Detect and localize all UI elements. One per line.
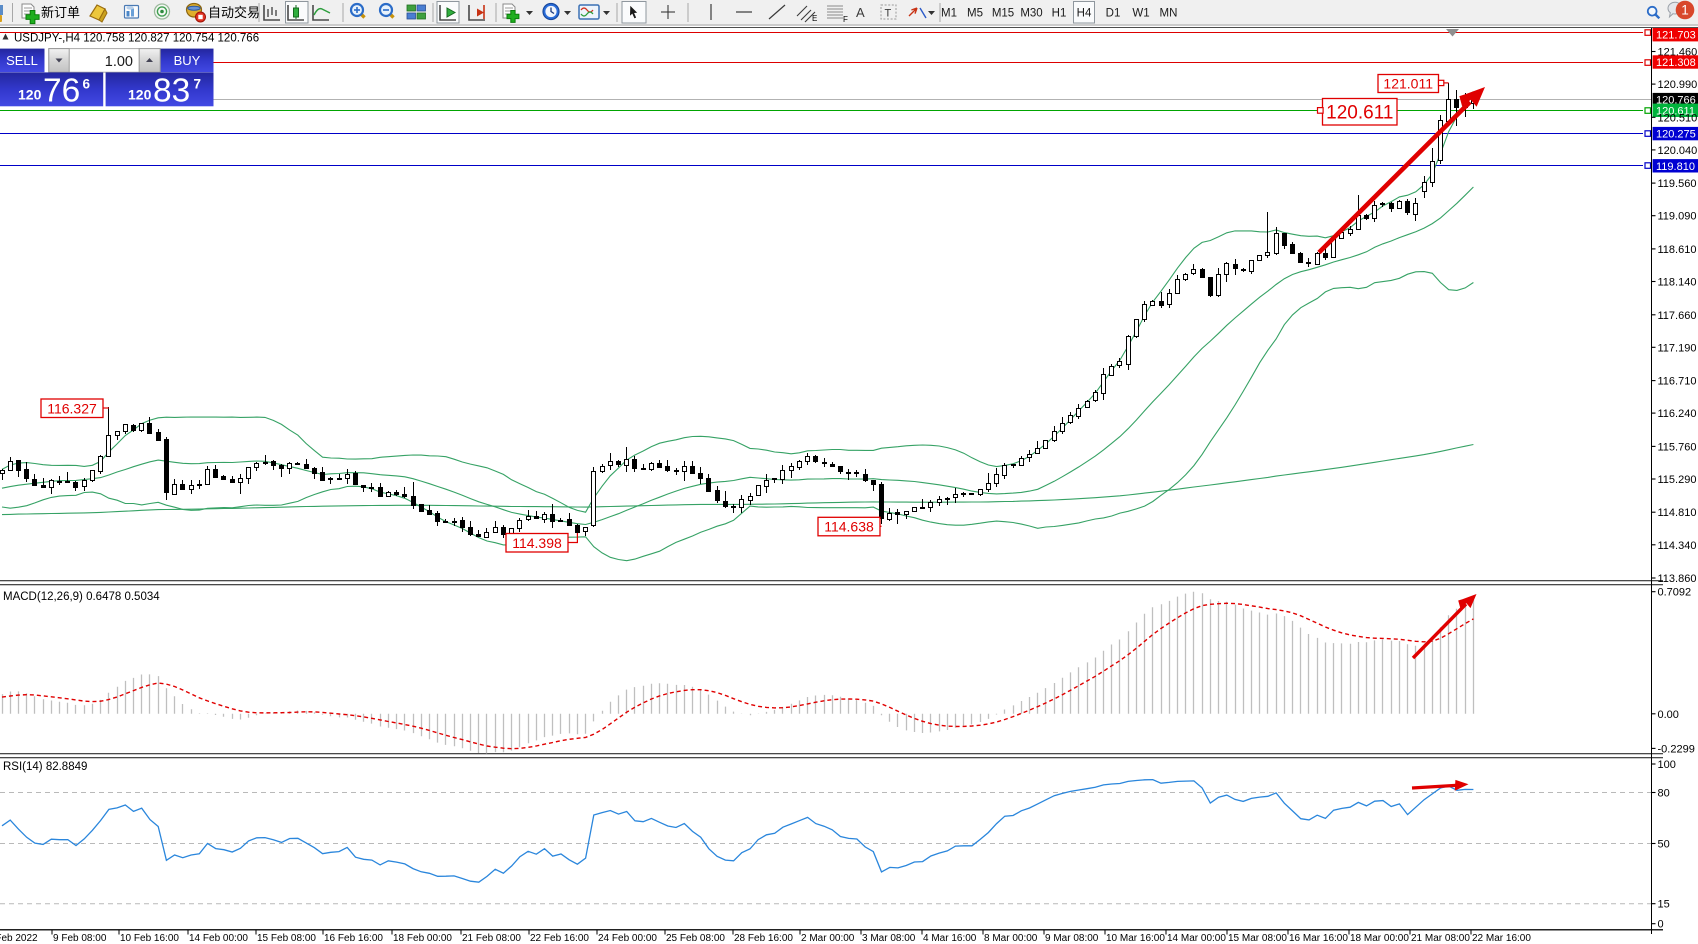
svg-text:0.7092: 0.7092 — [1658, 587, 1692, 599]
svg-text:120.611: 120.611 — [1656, 105, 1695, 117]
svg-text:120.510: 120.510 — [1658, 112, 1698, 124]
svg-text:114.398: 114.398 — [512, 535, 562, 551]
svg-text:0.00: 0.00 — [1658, 709, 1679, 721]
svg-text:83: 83 — [153, 73, 190, 110]
svg-text:18 Feb 00:00: 18 Feb 00:00 — [393, 933, 452, 944]
svg-text:M5: M5 — [967, 8, 983, 20]
svg-text:7: 7 — [194, 77, 202, 92]
svg-text:BUY: BUY — [174, 53, 201, 68]
svg-text:114.340: 114.340 — [1658, 540, 1697, 552]
svg-text:E: E — [812, 14, 817, 23]
svg-text:MN: MN — [1160, 8, 1178, 20]
svg-text:1: 1 — [1681, 3, 1689, 18]
svg-text:RSI(14) 82.8849: RSI(14) 82.8849 — [3, 761, 87, 773]
svg-text:A: A — [856, 5, 865, 20]
svg-text:3 Mar 08:00: 3 Mar 08:00 — [862, 933, 916, 944]
svg-text:M30: M30 — [1020, 8, 1042, 20]
svg-text:F: F — [843, 15, 848, 24]
svg-text:MACD(12,26,9) 0.6478 0.5034: MACD(12,26,9) 0.6478 0.5034 — [3, 591, 160, 603]
svg-text:113.860: 113.860 — [1658, 573, 1697, 585]
svg-text:114.810: 114.810 — [1658, 507, 1697, 519]
svg-text:100: 100 — [1658, 759, 1676, 771]
svg-text:114.638: 114.638 — [824, 519, 874, 535]
svg-text:T: T — [885, 8, 892, 20]
svg-text:25 Feb 08:00: 25 Feb 08:00 — [666, 933, 725, 944]
svg-text:8 Feb 2022: 8 Feb 2022 — [0, 933, 38, 944]
svg-text:117.660: 117.660 — [1658, 310, 1697, 322]
svg-text:M1: M1 — [941, 8, 957, 20]
svg-text:80: 80 — [1658, 788, 1670, 800]
svg-text:15 Mar 08:00: 15 Mar 08:00 — [1228, 933, 1287, 944]
svg-text:28 Feb 16:00: 28 Feb 16:00 — [734, 933, 793, 944]
svg-text:115.290: 115.290 — [1658, 474, 1697, 486]
svg-text:116.327: 116.327 — [47, 400, 97, 416]
svg-text:22 Feb 16:00: 22 Feb 16:00 — [530, 933, 589, 944]
svg-text:6: 6 — [83, 77, 91, 92]
svg-text:0: 0 — [1658, 919, 1664, 931]
svg-text:120.990: 120.990 — [1658, 79, 1698, 91]
svg-text:22 Mar 16:00: 22 Mar 16:00 — [1472, 933, 1531, 944]
svg-text:118.140: 118.140 — [1658, 277, 1697, 289]
svg-text:121.308: 121.308 — [1656, 57, 1696, 69]
svg-text:16 Feb 16:00: 16 Feb 16:00 — [324, 933, 383, 944]
svg-text:21 Feb 08:00: 21 Feb 08:00 — [462, 933, 521, 944]
svg-text:自动交易: 自动交易 — [208, 5, 260, 20]
svg-text:116.240: 116.240 — [1658, 408, 1697, 420]
svg-text:118.610: 118.610 — [1658, 244, 1697, 256]
svg-text:117.190: 117.190 — [1658, 342, 1697, 354]
svg-text:15: 15 — [1658, 899, 1670, 911]
svg-text:24 Feb 00:00: 24 Feb 00:00 — [598, 933, 657, 944]
svg-text:119.090: 119.090 — [1658, 211, 1697, 223]
svg-text:D1: D1 — [1106, 8, 1121, 20]
svg-text:116.710: 116.710 — [1658, 376, 1697, 388]
svg-text:9 Mar 08:00: 9 Mar 08:00 — [1045, 933, 1099, 944]
svg-text:H4: H4 — [1077, 8, 1092, 20]
svg-text:119.560: 119.560 — [1658, 178, 1697, 190]
svg-text:121.011: 121.011 — [1383, 76, 1433, 92]
svg-text:14 Mar 00:00: 14 Mar 00:00 — [1167, 933, 1226, 944]
svg-text:2 Mar 00:00: 2 Mar 00:00 — [801, 933, 855, 944]
svg-text:9 Feb 08:00: 9 Feb 08:00 — [53, 933, 107, 944]
svg-text:USDJPY-,H4 120.758 120.827 12: USDJPY-,H4 120.758 120.827 120.754 120.7… — [14, 33, 259, 45]
svg-text:H1: H1 — [1052, 8, 1067, 20]
svg-text:8 Mar 00:00: 8 Mar 00:00 — [984, 933, 1038, 944]
svg-text:SELL: SELL — [6, 53, 38, 68]
svg-text:120.611: 120.611 — [1326, 103, 1393, 124]
svg-text:-0.2299: -0.2299 — [1658, 743, 1695, 755]
svg-text:119.810: 119.810 — [1656, 161, 1695, 173]
svg-text:50: 50 — [1658, 839, 1670, 851]
svg-text:120.275: 120.275 — [1656, 129, 1696, 141]
svg-text:10 Mar 16:00: 10 Mar 16:00 — [1106, 933, 1165, 944]
svg-text:121.703: 121.703 — [1656, 30, 1696, 42]
svg-text:M15: M15 — [992, 8, 1014, 20]
svg-text:15 Feb 08:00: 15 Feb 08:00 — [257, 933, 316, 944]
svg-text:1.00: 1.00 — [105, 54, 133, 70]
svg-text:16 Mar 16:00: 16 Mar 16:00 — [1289, 933, 1348, 944]
svg-text:76: 76 — [43, 73, 80, 110]
svg-text:W1: W1 — [1132, 8, 1149, 20]
svg-text:10 Feb 16:00: 10 Feb 16:00 — [120, 933, 179, 944]
svg-text:120.040: 120.040 — [1658, 145, 1698, 157]
svg-text:新订单: 新订单 — [41, 5, 80, 20]
svg-text:115.760: 115.760 — [1658, 441, 1697, 453]
svg-text:120: 120 — [18, 87, 42, 103]
svg-text:14 Feb 00:00: 14 Feb 00:00 — [189, 933, 248, 944]
svg-text:18 Mar 00:00: 18 Mar 00:00 — [1350, 933, 1409, 944]
svg-text:21 Mar 08:00: 21 Mar 08:00 — [1411, 933, 1470, 944]
svg-text:120: 120 — [128, 87, 152, 103]
svg-text:4 Mar 16:00: 4 Mar 16:00 — [923, 933, 977, 944]
